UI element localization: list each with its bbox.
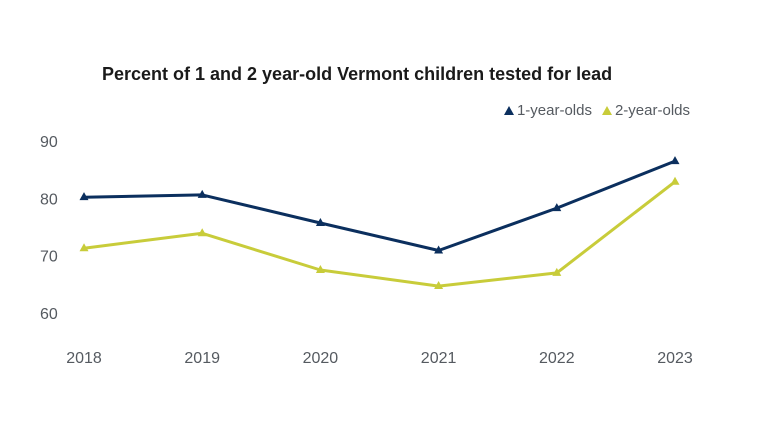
y-tick-label-70: 70 [40, 249, 58, 266]
chart-title: Percent of 1 and 2 year-old Vermont chil… [102, 64, 613, 84]
legend: 1-year-olds 2-year-olds [503, 102, 690, 119]
y-tick-label-60: 60 [40, 306, 58, 323]
data-point-2-year-olds-2021 [434, 281, 444, 290]
x-tick-label-2022: 2022 [539, 350, 575, 367]
data-point-1-year-olds-2018 [79, 192, 89, 201]
x-tick-label-2020: 2020 [303, 350, 339, 367]
legend-item-1-year-olds: 1-year-olds [503, 102, 592, 119]
x-tick-label-2018: 2018 [66, 350, 102, 367]
x-tick-label-2023: 2023 [657, 350, 693, 367]
legend-marker-2-year-olds [601, 106, 612, 115]
x-tick-label-2019: 2019 [184, 350, 220, 367]
y-tick-label-80: 80 [40, 191, 58, 208]
data-point-1-year-olds-2022 [552, 203, 562, 212]
legend-item-2-year-olds: 2-year-olds [601, 102, 690, 119]
data-point-2-year-olds-2019 [197, 228, 207, 237]
data-point-2-year-olds-2022 [552, 267, 562, 276]
data-point-1-year-olds-2020 [315, 217, 325, 226]
data-point-1-year-olds-2019 [197, 189, 207, 198]
data-point-2-year-olds-2018 [79, 243, 89, 252]
data-point-1-year-olds-2023 [670, 156, 680, 165]
legend-marker-1-year-olds [503, 106, 514, 115]
legend-label-1-year-olds: 1-year-olds [516, 102, 592, 119]
data-point-1-year-olds-2021 [434, 245, 444, 254]
legend-label-2-year-olds: 2-year-olds [614, 102, 690, 119]
y-tick-label-90: 90 [40, 134, 58, 151]
data-point-2-year-olds-2023 [670, 176, 680, 185]
series-line-1-year-olds [82, 159, 677, 252]
data-point-2-year-olds-2020 [315, 265, 325, 273]
x-tick-label-2021: 2021 [421, 350, 457, 367]
series-line-2-year-olds [82, 180, 677, 288]
